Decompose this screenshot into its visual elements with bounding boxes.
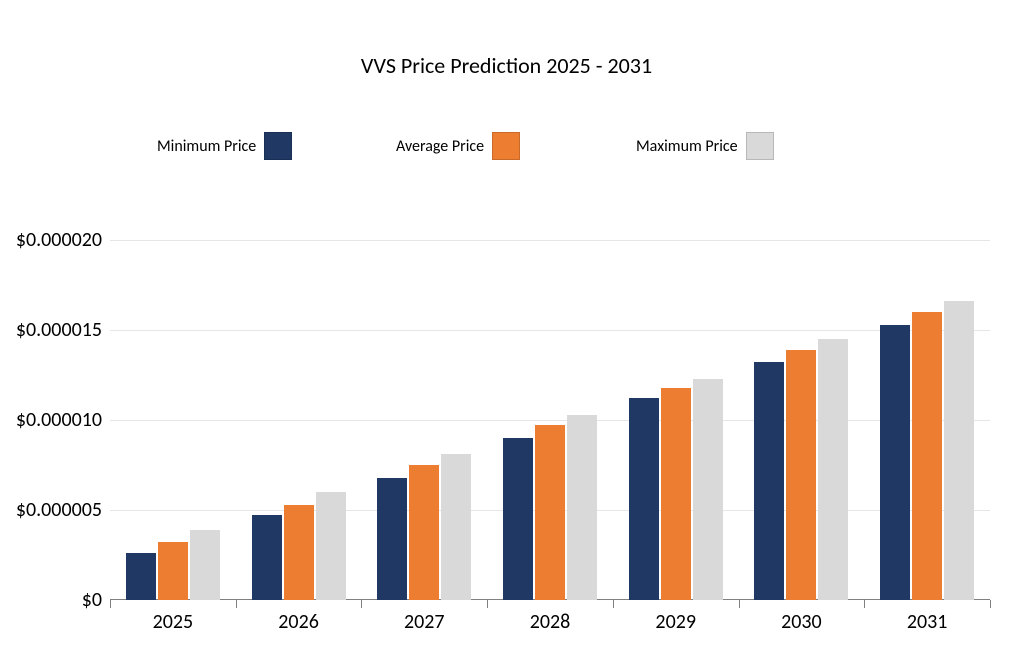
legend-swatch <box>746 132 774 160</box>
bar <box>126 553 156 600</box>
x-axis-tick <box>864 600 865 608</box>
bar <box>786 350 816 600</box>
x-axis-tick <box>613 600 614 608</box>
bar <box>284 505 314 600</box>
bar <box>880 325 910 600</box>
legend-swatch <box>492 132 520 160</box>
bar <box>754 362 784 600</box>
legend-item: Average Price <box>396 132 520 160</box>
y-axis-label: $0.000010 <box>16 408 102 432</box>
bar-group <box>613 379 739 600</box>
x-axis-label: 2031 <box>907 610 948 634</box>
bar <box>252 515 282 600</box>
bar <box>661 388 691 600</box>
bar-group <box>361 454 487 600</box>
bar <box>158 542 188 600</box>
x-axis-tick <box>990 600 991 608</box>
x-axis-label: 2028 <box>530 610 571 634</box>
bar <box>693 379 723 600</box>
bar-group <box>739 339 865 600</box>
bar <box>377 478 407 600</box>
legend-label: Average Price <box>396 137 484 156</box>
x-axis-tick <box>487 600 488 608</box>
legend-swatch <box>264 132 292 160</box>
bar <box>190 530 220 600</box>
y-axis-label: $0.000005 <box>16 498 102 522</box>
legend-item: Minimum Price <box>157 132 292 160</box>
y-axis-label: $0.000015 <box>16 318 102 342</box>
legend-label: Minimum Price <box>157 137 256 156</box>
bar <box>503 438 533 600</box>
bar <box>441 454 471 600</box>
gridline <box>110 240 990 241</box>
bar-group <box>487 415 613 600</box>
x-axis-tick <box>236 600 237 608</box>
bar <box>409 465 439 600</box>
bar-group <box>864 301 990 600</box>
bar <box>629 398 659 600</box>
x-axis-label: 2030 <box>781 610 822 634</box>
gridline <box>110 330 990 331</box>
bar <box>912 312 942 600</box>
x-axis-tick <box>361 600 362 608</box>
x-axis-label: 2025 <box>153 610 194 634</box>
chart-title: VVS Price Prediction 2025 - 2031 <box>0 52 1013 79</box>
bar-group <box>110 530 236 600</box>
bar-group <box>236 492 362 600</box>
x-axis-label: 2027 <box>404 610 445 634</box>
bar <box>944 301 974 600</box>
bar <box>316 492 346 600</box>
x-axis-tick <box>110 600 111 608</box>
x-axis-label: 2026 <box>278 610 319 634</box>
legend-item: Maximum Price <box>636 132 774 160</box>
y-axis-label: $0 <box>82 588 102 612</box>
bar <box>818 339 848 600</box>
y-axis-label: $0.000020 <box>16 228 102 252</box>
bar <box>535 425 565 600</box>
bar <box>567 415 597 600</box>
x-axis-tick <box>739 600 740 608</box>
legend-label: Maximum Price <box>636 137 738 156</box>
x-axis-label: 2029 <box>655 610 696 634</box>
plot-area: $0$0.000005$0.000010$0.000015$0.000020 <box>110 240 990 600</box>
